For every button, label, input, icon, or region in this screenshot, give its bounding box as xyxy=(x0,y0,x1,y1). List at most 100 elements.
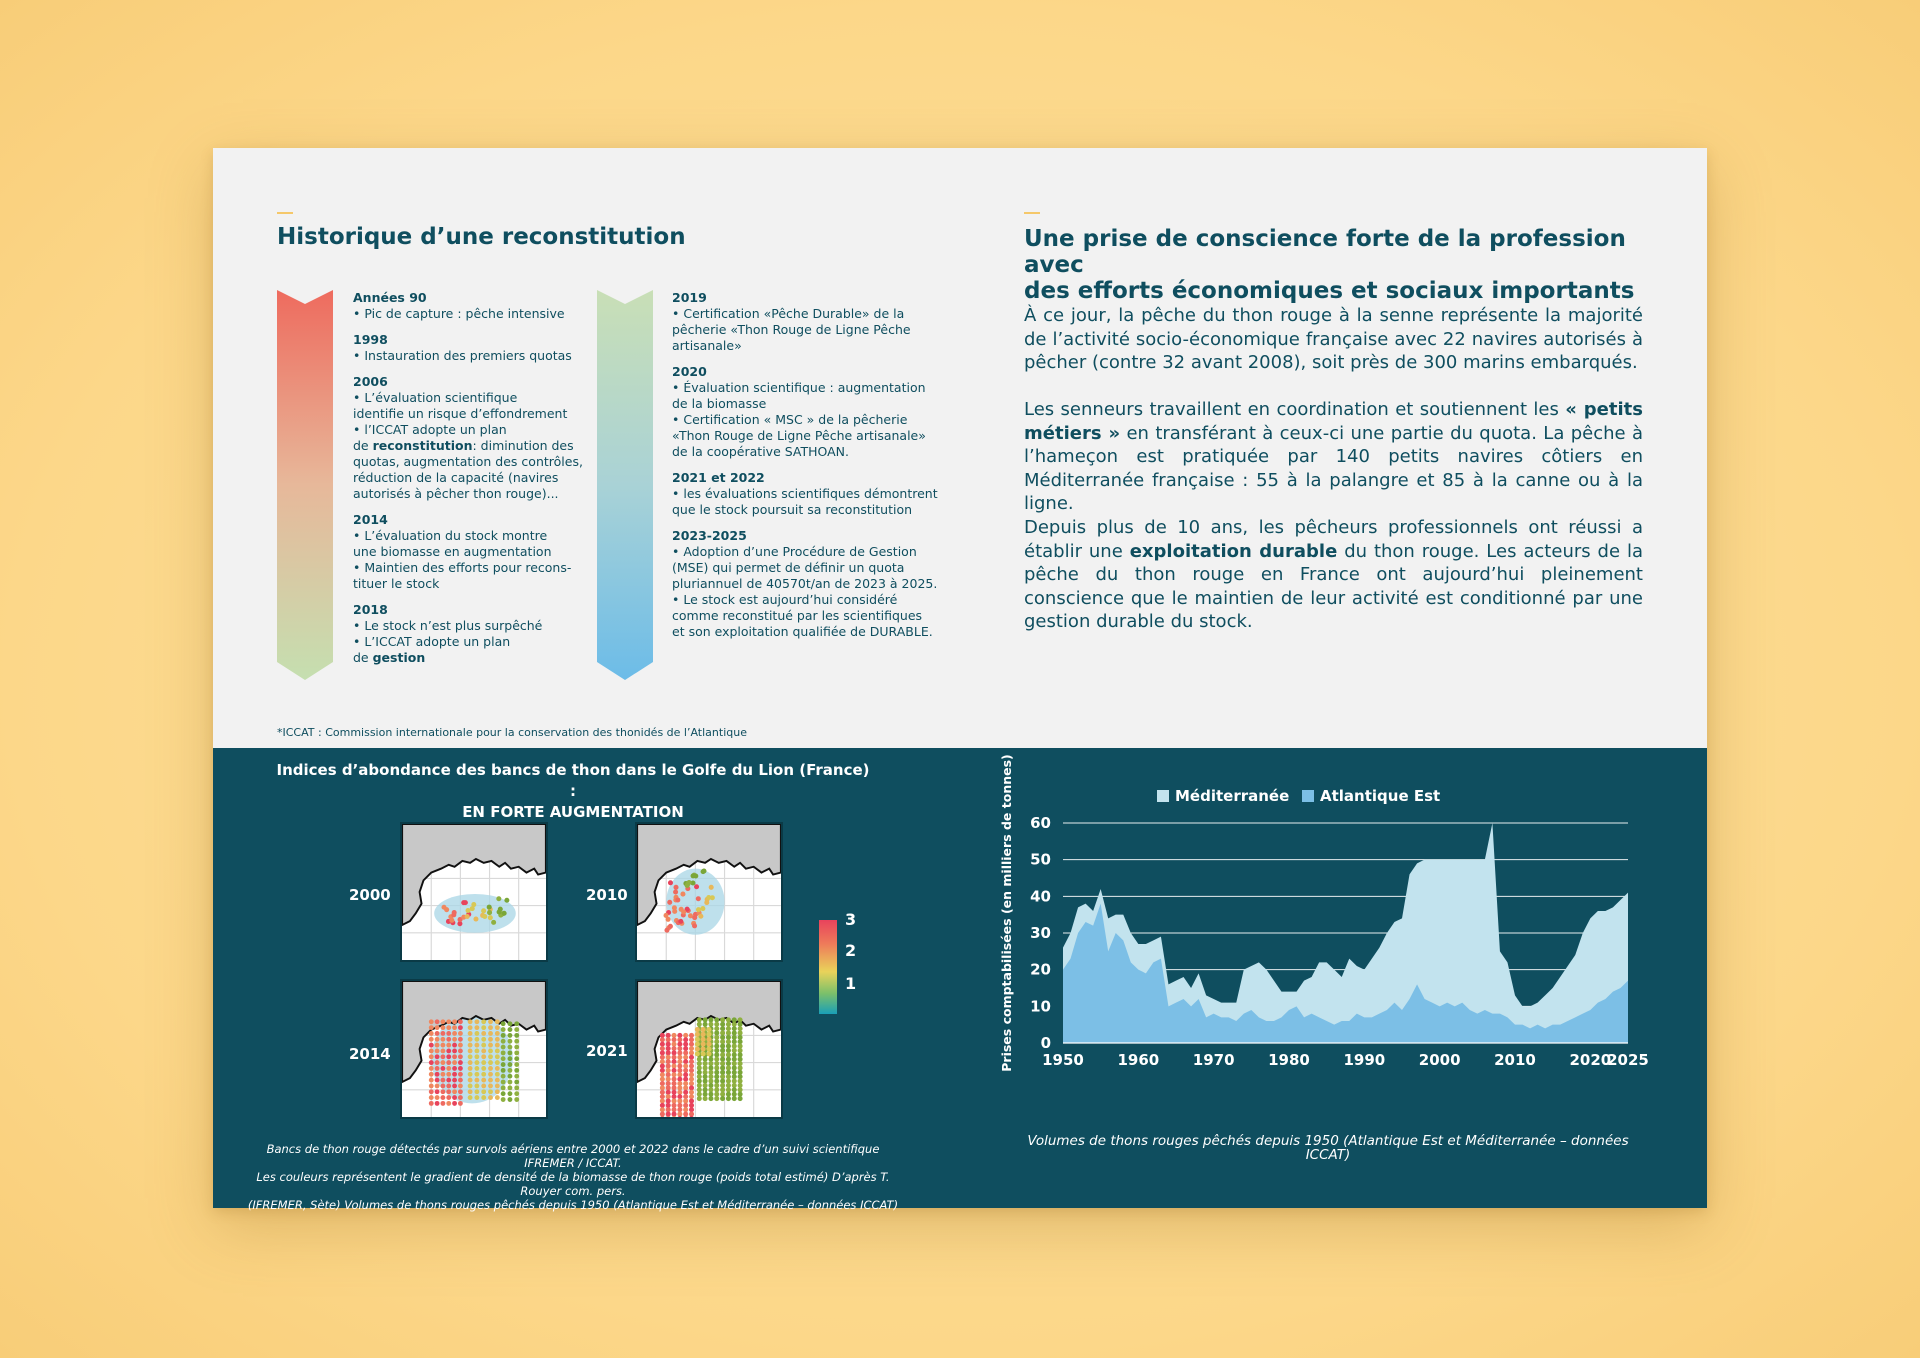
paragraph-2: Les senneurs travaillent en coordination… xyxy=(1024,398,1643,516)
timeline-entry: 2021 et 2022 • les évaluations scientifiq… xyxy=(672,470,942,518)
maps-caption-line1: Bancs de thon rouge détectés par survols… xyxy=(266,1142,880,1170)
timeline-entry: 2006 • L’évaluation scientifique identifie… xyxy=(353,374,613,502)
x-tick-label: 2020 xyxy=(1569,1051,1611,1069)
catch-area-chart-svg: 0 10 20 30 40 50 60 1950 1960 1970 1980 1990 2000 201… xyxy=(999,754,1649,1072)
timeline-line: de la biomasse xyxy=(672,396,767,411)
timeline-column-2: 2019 • Certification «Pêche Durable» de l… xyxy=(672,290,942,650)
map-2010 xyxy=(635,822,783,962)
timeline-line: autorisés à pêcher thon rouge)... xyxy=(353,486,559,501)
x-tick-label: 2025 xyxy=(1607,1051,1649,1069)
paragraph-2-text-c: en transférant à ceux-ci une partie du q… xyxy=(1024,422,1644,515)
timeline-line: • Maintien des efforts pour recons- xyxy=(353,560,572,575)
y-tick-label: 40 xyxy=(1030,887,1051,905)
timeline-year: 2020 xyxy=(672,364,707,379)
y-tick-label: 50 xyxy=(1030,851,1051,869)
timeline-line: • Adoption d’une Procédure de Gestion xyxy=(672,544,917,559)
timeline-year: 2014 xyxy=(353,512,388,527)
legend-label: Méditerranée xyxy=(1175,787,1289,805)
legend-label-2: 2 xyxy=(845,941,857,960)
maps-caption-line3: (IFREMER, Sète) Volumes de thons rouges … xyxy=(247,1198,899,1212)
timeline-year: Années 90 xyxy=(353,290,427,305)
y-axis-label: Prises comptabilisées (en milliers de to… xyxy=(999,754,1014,1072)
profession-title-line2: des efforts économiques et sociaux impor… xyxy=(1024,278,1635,304)
map-2000 xyxy=(400,822,548,962)
timeline-line: de la coopérative SATHOAN. xyxy=(672,444,850,459)
legend-label-1: 1 xyxy=(845,974,857,993)
timeline-line: • l’ICCAT adopte un plan xyxy=(353,422,507,437)
timeline-line: artisanale» xyxy=(672,338,742,353)
maps-title-line2: EN FORTE AUGMENTATION xyxy=(462,803,684,821)
timeline-line: • les évaluations scientifiques démontre… xyxy=(672,486,938,501)
maps-caption: Bancs de thon rouge détectés par survols… xyxy=(243,1142,903,1212)
series-area-mediterranee xyxy=(1063,823,1628,1043)
timeline-entry: 2020 • Évaluation scientifique : augmenta… xyxy=(672,364,942,460)
timeline-year: 2021 et 2022 xyxy=(672,470,765,485)
density-legend-bar xyxy=(819,920,837,1014)
top-section: Historique d’une reconstitution Années 9… xyxy=(213,148,1707,748)
timeline-line: • L’évaluation du stock montre xyxy=(353,528,548,543)
paragraph-3-text-a: Depuis plus de 10 ans, les pêcheurs prof… xyxy=(1024,517,1643,562)
paragraph-2-bold: « petits métiers » xyxy=(1024,399,1643,444)
timeline-line: comme reconstitué par les scientifiques xyxy=(672,608,923,623)
timeline-line: pêcherie «Thon Rouge de Ligne Pêche xyxy=(672,322,911,337)
timeline-line: de gestion xyxy=(353,650,426,665)
timeline-line: • L’ICCAT adopte un plan xyxy=(353,634,511,649)
timeline-line: réduction de la capacité (navires xyxy=(353,470,559,485)
timeline-entry: 2014 • L’évaluation du stock montre une bi… xyxy=(353,512,613,592)
timeline-line: • L’évaluation scientifique xyxy=(353,390,518,405)
y-tick-label: 30 xyxy=(1030,924,1051,942)
timeline-line: • Certification «Pêche Durable» de la xyxy=(672,306,905,321)
maps-title: Indices d’abondance des bancs de thon da… xyxy=(273,760,873,823)
x-tick-label: 1980 xyxy=(1268,1051,1310,1069)
timeline-line: quotas, augmentation des contrôles, xyxy=(353,454,583,469)
maps-title-line1: Indices d’abondance des bancs de thon da… xyxy=(276,761,870,800)
series-area-atlantique-est xyxy=(1063,903,1628,1043)
y-tick-label: 10 xyxy=(1030,997,1051,1015)
timeline-line: de reconstitution: diminution des xyxy=(353,438,574,453)
timeline-line: pluriannuel de 40570t/an de 2023 à 2025. xyxy=(672,576,938,591)
map-2021 xyxy=(635,979,783,1119)
paragraph-3-bold: exploitation durable xyxy=(1129,540,1338,562)
accent-line-right xyxy=(1024,212,1040,214)
timeline-arrow-green-blue xyxy=(597,290,653,680)
timeline-entry: 2018 • Le stock n’est plus surpêché • L’IC… xyxy=(353,602,613,666)
paragraph-3: Depuis plus de 10 ans, les pêcheurs prof… xyxy=(1024,516,1643,634)
legend-label: Atlantique Est xyxy=(1320,787,1440,805)
x-tick-label: 1990 xyxy=(1343,1051,1385,1069)
iccat-footnote: *ICCAT : Commission internationale pour … xyxy=(277,726,747,739)
timeline-line: une biomasse en augmentation xyxy=(353,544,552,559)
y-tick-label: 20 xyxy=(1030,961,1051,979)
timeline-year: 2006 xyxy=(353,374,388,389)
timeline-year: 2019 xyxy=(672,290,707,305)
timeline-entry: 2023-2025 • Adoption d’une Procédure de G… xyxy=(672,528,942,640)
legend-swatch xyxy=(1157,790,1169,802)
timeline-entry: 2019 • Certification «Pêche Durable» de l… xyxy=(672,290,942,354)
map-year-2014: 2014 xyxy=(349,1045,391,1063)
timeline-line: «Thon Rouge de Ligne Pêche artisanale» xyxy=(672,428,926,443)
timeline-line: • Le stock n’est plus surpêché xyxy=(353,618,543,633)
timeline-arrow-red-green xyxy=(277,290,333,680)
map-year-2000: 2000 xyxy=(349,886,391,904)
timeline-year: 2018 xyxy=(353,602,388,617)
timeline-line: • Instauration des premiers quotas xyxy=(353,348,572,363)
timeline-year: 2023-2025 xyxy=(672,528,747,543)
map-year-2010: 2010 xyxy=(586,886,628,904)
timeline-entry: Années 90 • Pic de capture : pêche intens… xyxy=(353,290,613,322)
legend-swatch xyxy=(1302,790,1314,802)
timeline-column-1: Années 90 • Pic de capture : pêche intens… xyxy=(353,290,613,676)
x-tick-label: 2000 xyxy=(1419,1051,1461,1069)
profession-title-line1: Une prise de conscience forte de la prof… xyxy=(1024,226,1626,278)
history-title: Historique d’une reconstitution xyxy=(277,224,686,250)
timeline-line: que le stock poursuit sa reconstitution xyxy=(672,502,913,517)
x-tick-label: 1970 xyxy=(1193,1051,1235,1069)
paragraph-2-text-a: Les senneurs travaillent en coordination… xyxy=(1024,399,1566,420)
profession-title: Une prise de conscience forte de la prof… xyxy=(1024,226,1654,304)
map-2014 xyxy=(400,979,548,1119)
legend-label-3: 3 xyxy=(845,910,857,929)
timeline-line: • Le stock est aujourd’hui considéré xyxy=(672,592,898,607)
paragraph-1: À ce jour, la pêche du thon rouge à la s… xyxy=(1024,305,1643,373)
timeline-line: et son exploitation qualifiée de DURABLE… xyxy=(672,624,933,639)
document-sheet: Historique d’une reconstitution Années 9… xyxy=(213,148,1707,1212)
chart-caption: Volumes de thons rouges pêchés depuis 19… xyxy=(1027,1133,1629,1163)
timeline-line: tituer le stock xyxy=(353,576,440,591)
